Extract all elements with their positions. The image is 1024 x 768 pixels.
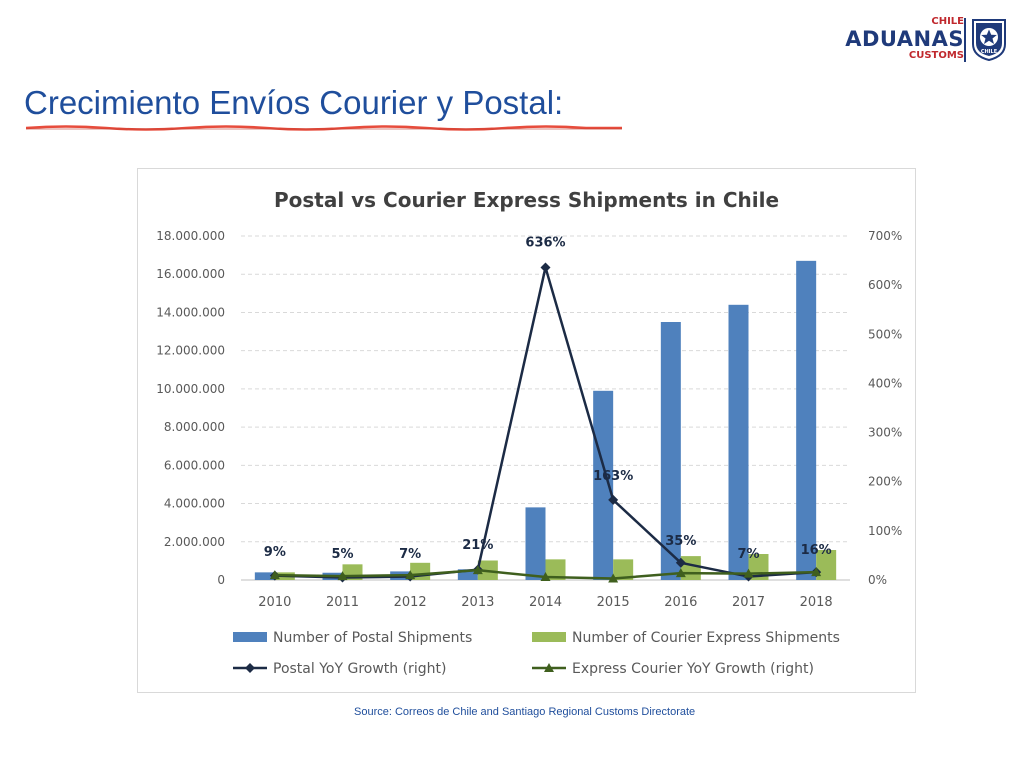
- x-tick-label: 2016: [664, 595, 697, 610]
- legend-marker: [544, 663, 554, 672]
- postal-bar: [525, 507, 546, 580]
- courier-growth-point: [675, 568, 686, 578]
- x-tick-label: 2010: [258, 595, 291, 610]
- logo-name: ADUANAS: [845, 27, 964, 51]
- y-right-tick-label: 200%: [868, 475, 902, 489]
- growth-data-label: 9%: [264, 545, 286, 560]
- courier-growth-point: [540, 572, 551, 582]
- postal-bar: [593, 390, 614, 580]
- y-right-tick-label: 700%: [868, 229, 902, 243]
- x-tick-label: 2013: [461, 595, 494, 610]
- y-right-tick-label: 400%: [868, 376, 902, 390]
- postal-bar: [796, 260, 817, 580]
- growth-data-label: 35%: [665, 534, 696, 549]
- courier-bar: [545, 559, 566, 580]
- y-left-tick-label: 18.000.000: [156, 229, 225, 243]
- y-left-tick-label: 12.000.000: [156, 344, 225, 358]
- logo-badge-text: CHILE: [981, 49, 998, 55]
- page-title: Crecimiento Envíos Courier y Postal:: [24, 84, 564, 121]
- x-tick-label: 2018: [800, 595, 833, 610]
- growth-data-label: 21%: [462, 538, 493, 553]
- growth-data-label: 7%: [737, 547, 759, 562]
- y-left-tick-label: 4.000.000: [164, 497, 225, 511]
- star-shield-icon: CHILE: [972, 19, 1006, 62]
- postal-bar: [728, 304, 749, 580]
- legend-swatch: [532, 632, 566, 642]
- y-left-tick-label: 10.000.000: [156, 382, 225, 396]
- postal-bar: [660, 322, 681, 580]
- x-tick-label: 2014: [529, 595, 562, 610]
- aduanas-logo: CHILE ADUANAS CUSTOMS CHILE: [838, 16, 1010, 66]
- y-right-tick-label: 100%: [868, 524, 902, 538]
- legend-label: Number of Courier Express Shipments: [572, 630, 840, 646]
- postal-bar: [254, 572, 275, 580]
- logo-text: CHILE ADUANAS CUSTOMS: [845, 16, 964, 62]
- courier-growth-point: [743, 568, 754, 578]
- y-left-tick-label: 2.000.000: [164, 535, 225, 549]
- growth-data-label: 7%: [399, 547, 421, 562]
- x-tick-label: 2015: [597, 595, 630, 610]
- x-tick-label: 2012: [394, 595, 427, 610]
- legend-label: Number of Postal Shipments: [273, 630, 472, 646]
- postal-growth-point: [608, 494, 619, 505]
- source-note: Source: Correos de Chile and Santiago Re…: [354, 706, 696, 718]
- courier-bar: [816, 549, 837, 580]
- y-right-tick-label: 300%: [868, 426, 902, 440]
- postal-bar: [457, 569, 478, 580]
- x-tick-label: 2017: [732, 595, 765, 610]
- y-right-tick-label: 500%: [868, 327, 902, 341]
- y-left-tick-label: 14.000.000: [156, 305, 225, 319]
- growth-data-label: 163%: [593, 469, 633, 484]
- courier-growth-point: [472, 565, 483, 575]
- legend-marker: [245, 663, 255, 673]
- x-tick-label: 2011: [326, 595, 359, 610]
- legend-swatch: [233, 632, 267, 642]
- y-left-tick-label: 8.000.000: [164, 420, 225, 434]
- courier-growth-point: [405, 570, 416, 580]
- y-left-tick-label: 0: [217, 573, 225, 587]
- logo-tagline: CUSTOMS: [908, 50, 964, 61]
- legend-label: Express Courier YoY Growth (right): [572, 661, 814, 677]
- courier-bar: [613, 559, 634, 580]
- title-underline: [26, 125, 622, 131]
- courier-growth-point: [608, 573, 619, 583]
- shipments-chart: Postal vs Courier Express Shipments in C…: [156, 188, 902, 677]
- y-left-tick-label: 6.000.000: [164, 458, 225, 472]
- courier-growth-point: [337, 571, 348, 581]
- chart-title: Postal vs Courier Express Shipments in C…: [274, 188, 779, 212]
- courier-growth-point: [269, 570, 280, 580]
- growth-data-label: 636%: [525, 235, 565, 250]
- y-left-tick-label: 16.000.000: [156, 267, 225, 281]
- courier-growth-point: [811, 567, 822, 577]
- logo-separator: [964, 18, 966, 62]
- growth-data-label: 5%: [331, 547, 353, 562]
- y-right-tick-label: 0%: [868, 573, 887, 587]
- logo-country: CHILE: [931, 16, 964, 27]
- y-right-tick-label: 600%: [868, 278, 902, 292]
- legend-label: Postal YoY Growth (right): [273, 661, 446, 677]
- chart-container: Postal vs Courier Express Shipments in C…: [137, 168, 916, 693]
- postal-growth-point: [675, 557, 686, 568]
- postal-growth-point: [540, 262, 551, 273]
- growth-data-label: 16%: [801, 543, 832, 558]
